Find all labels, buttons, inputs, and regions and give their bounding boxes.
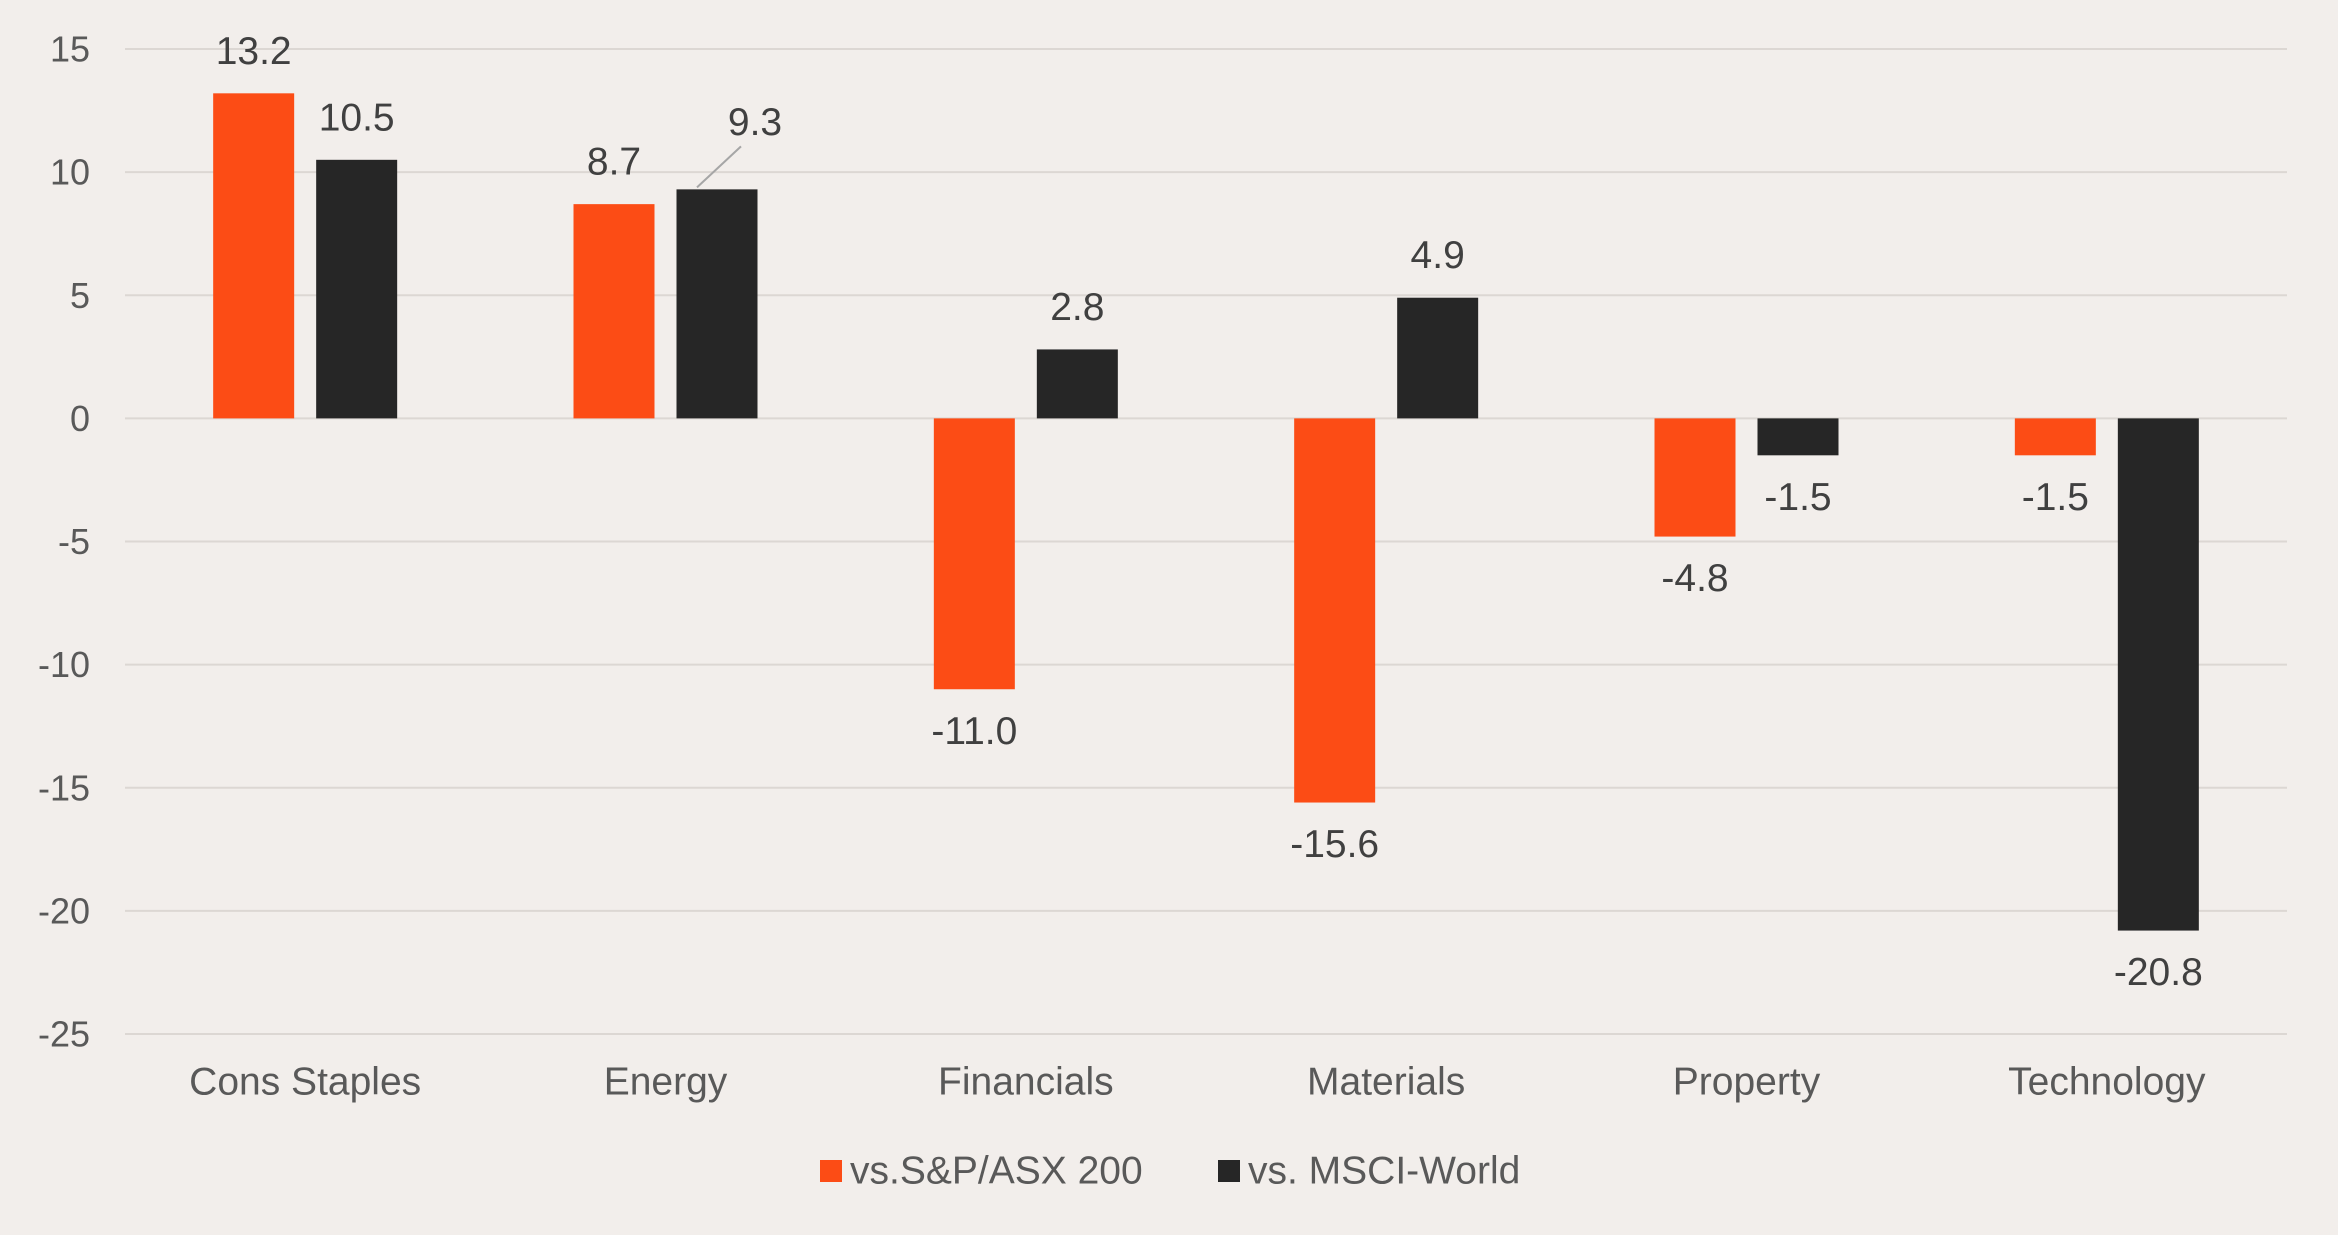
legend: vs.S&P/ASX 200 vs. MSCI-World (820, 1150, 1520, 1193)
y-tick-label: 0 (70, 398, 90, 439)
y-tick-label: -25 (38, 1014, 90, 1055)
data-labels: 13.2 10.5 8.7 9.3 -11.0 2.8 -15.6 4.9 -4.8 -1.5 -1… (216, 30, 2203, 994)
y-tick-label: 5 (70, 275, 90, 316)
y-tick-label: -15 (38, 767, 90, 808)
y-tick-label: -5 (58, 521, 90, 562)
category-label: Technology (2008, 1061, 2206, 1104)
bar-asx200 (1294, 418, 1376, 803)
y-tick-label: -20 (38, 890, 90, 931)
legend-swatch (820, 1160, 842, 1182)
data-label: -15.6 (1290, 823, 1379, 866)
data-label: 4.9 (1411, 234, 1465, 277)
bar-msci-world (676, 189, 758, 419)
gridlines (125, 48, 2287, 1035)
bar-msci-world (1036, 349, 1118, 419)
category-label: Financials (938, 1061, 1114, 1104)
bar-msci-world (1397, 297, 1479, 419)
legend-label: vs.S&P/ASX 200 (850, 1150, 1143, 1193)
y-axis-ticks: 15 10 5 0 -5 -10 -15 -20 -25 (38, 29, 90, 1055)
category-labels: Cons Staples Energy Financials Materials Pro… (189, 1061, 2206, 1104)
bar-asx200 (1654, 418, 1736, 537)
category-label: Cons Staples (189, 1061, 421, 1104)
bar-msci-world (2117, 418, 2199, 931)
data-label: -1.5 (2022, 476, 2089, 519)
data-label: 13.2 (216, 30, 292, 73)
bars (213, 93, 2199, 931)
y-tick-label: 15 (50, 29, 90, 70)
data-label: -20.8 (2114, 951, 2203, 994)
data-label: -1.5 (1764, 476, 1831, 519)
legend-swatch (1218, 1160, 1240, 1182)
bar-asx200 (213, 93, 295, 419)
data-label: 9.3 (728, 101, 782, 144)
bar-msci-world (316, 159, 398, 419)
y-tick-label: -10 (38, 644, 90, 685)
bar-msci-world (1757, 418, 1839, 456)
y-tick-label: 10 (50, 152, 90, 193)
bar-asx200 (2014, 418, 2096, 456)
data-label: -11.0 (931, 710, 1017, 753)
data-label: -4.8 (1661, 557, 1728, 600)
category-label: Energy (604, 1061, 728, 1104)
bar-asx200 (933, 418, 1015, 690)
data-label: 10.5 (319, 96, 395, 139)
legend-label: vs. MSCI-World (1248, 1150, 1520, 1193)
data-label: 2.8 (1050, 286, 1104, 329)
category-label: Materials (1307, 1061, 1465, 1104)
category-label: Property (1673, 1061, 1821, 1104)
data-label: 8.7 (587, 141, 641, 184)
leader-line (696, 145, 742, 189)
bar-asx200 (573, 204, 655, 419)
